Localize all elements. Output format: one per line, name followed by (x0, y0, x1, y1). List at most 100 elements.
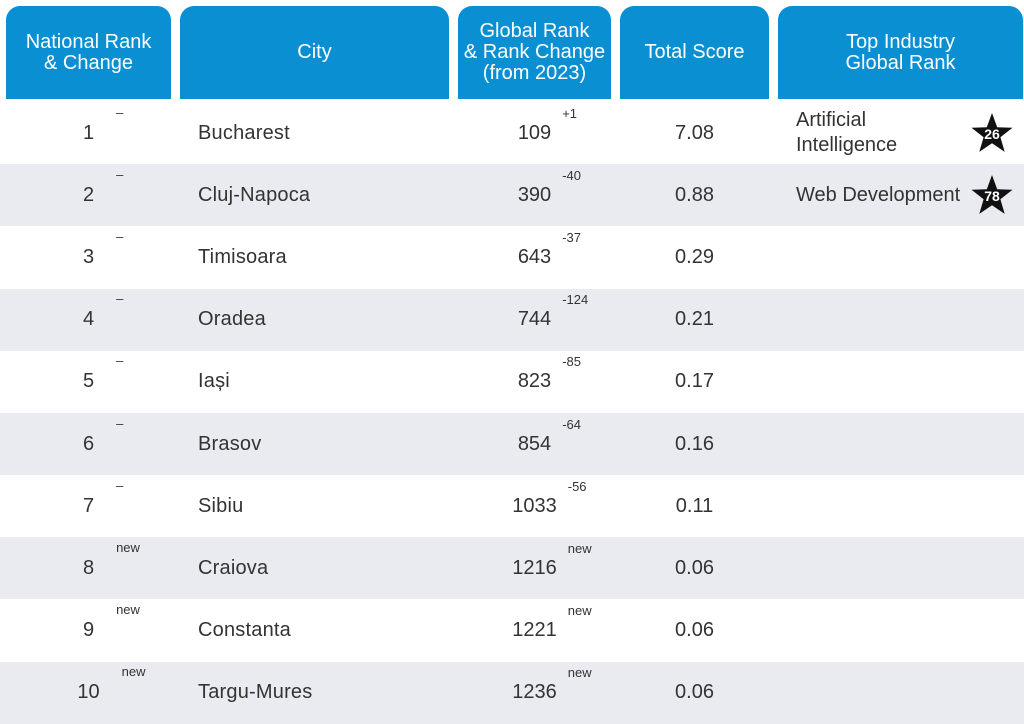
national-rank-cell: 9 new (6, 600, 171, 662)
city-name: Cluj-Napoca (198, 183, 311, 206)
national-rank: 10 new (77, 665, 145, 704)
table-row: 5– Iași 823 -85 0.17 (0, 351, 1024, 413)
national-rank-cell: 1– (6, 102, 171, 164)
national-rank-cell: 8 new (6, 537, 171, 599)
national-rank: 9 new (83, 603, 140, 642)
global-rank-change: new (567, 540, 592, 556)
national-rank-change: – (116, 166, 124, 182)
national-rank-change: new (116, 602, 140, 618)
national-rank-value: 8 (82, 556, 95, 579)
global-rank-value: 823 (517, 370, 552, 393)
total-score: 0.16 (675, 432, 714, 455)
global-rank-change: -56 (567, 478, 587, 494)
total-score: 7.08 (675, 121, 714, 144)
global-rank-value: 109 (517, 121, 552, 144)
table-row: 2– Cluj-Napoca 390 -40 0.88 Web Development 78 (0, 164, 1024, 227)
national-rank-value: 3 (82, 245, 95, 268)
national-rank-change: – (116, 104, 124, 120)
global-rank-change: -85 (562, 354, 581, 370)
global-rank-cell: 109 +1 (458, 102, 611, 164)
star-icon (971, 175, 1013, 215)
global-rank-cell: 1221 new (458, 600, 611, 662)
national-rank: 3– (82, 230, 123, 269)
industry-rank-badge: 78 (970, 174, 1014, 216)
header-label-line: Total Score (644, 41, 745, 63)
global-rank-value: 643 (517, 245, 552, 268)
national-rank: 5– (82, 354, 123, 393)
city-name: Brasov (198, 432, 262, 455)
national-rank-cell: 6– (6, 413, 171, 475)
city-name: Timisoara (198, 245, 287, 268)
total-score: 0.88 (675, 183, 714, 206)
global-rank-change: new (567, 603, 592, 619)
total-score: 0.17 (675, 370, 714, 393)
header-label-line: City (297, 41, 332, 63)
city-name: Bucharest (198, 121, 290, 144)
city-name: Craiova (198, 556, 269, 579)
global-rank: 744 -124 (517, 293, 588, 331)
top-industry-name: Web Development (796, 183, 961, 206)
header-label-line: Top Industry (846, 30, 955, 53)
header-label-line: Global Rank (845, 51, 956, 74)
top-industry-name: Artificial Intelligence (796, 109, 898, 156)
national-rank-value: 5 (82, 370, 95, 393)
global-rank-cell: 1216 new (458, 537, 611, 599)
table-row: 6– Brasov 854 -64 0.16 (0, 413, 1024, 475)
global-rank-change: new (567, 665, 592, 681)
table-row: 3– Timisoara 643 -37 0.29 (0, 226, 1024, 288)
header-total-score: Total Score (620, 6, 769, 99)
global-rank-value: 1236 (512, 681, 557, 704)
global-rank-cell: 854 -64 (458, 413, 611, 475)
national-rank-cell: 2– (6, 164, 171, 226)
city-name: Sibiu (198, 494, 244, 517)
table-row: 4– Oradea 744 -124 0.21 (0, 288, 1024, 351)
global-rank: 854 -64 (517, 418, 581, 456)
national-rank: 1– (82, 106, 123, 145)
header-label-line: (from 2023) (482, 62, 587, 84)
header-label-line: & Change (44, 51, 133, 74)
global-rank: 643 -37 (517, 231, 581, 269)
national-rank-change: – (116, 415, 124, 431)
global-rank-value: 744 (517, 308, 552, 331)
national-rank-change: – (116, 353, 124, 369)
total-score: 0.21 (675, 308, 714, 331)
industry-rank-value: 26 (984, 126, 1000, 142)
table-row: 7– Sibiu 1033 -56 0.11 (0, 475, 1024, 537)
national-rank-value: 1 (82, 121, 95, 144)
global-rank-change: -64 (562, 416, 581, 432)
header-national-rank: National Rank & Change (6, 6, 171, 99)
global-rank: 1236 new (512, 666, 591, 704)
national-rank-change: new (121, 664, 146, 680)
national-rank-change: – (116, 228, 124, 244)
top-industry-cell: Artificial Intelligence 26 (796, 102, 1022, 164)
header-city: City (180, 6, 449, 99)
total-score: 0.11 (675, 494, 714, 517)
national-rank-change: – (116, 291, 124, 307)
global-rank: 109 +1 (517, 107, 577, 145)
global-rank-value: 1216 (512, 556, 557, 579)
industry-rank-badge: 26 (970, 112, 1014, 154)
header-top-industry: Top Industry Global Rank (778, 6, 1023, 99)
national-rank-cell: 10 new (6, 662, 171, 724)
national-rank: 8 new (82, 541, 140, 580)
table-row: 9 new Constanta 1221 new 0.06 (0, 600, 1024, 662)
global-rank-value: 1033 (512, 494, 557, 517)
global-rank: 823 -85 (517, 355, 581, 393)
total-score: 0.06 (675, 681, 714, 704)
national-rank-value: 10 (77, 681, 100, 704)
global-rank-value: 390 (517, 183, 552, 206)
city-name: Iași (198, 370, 230, 393)
table-row: 10 new Targu-Mures 1236 new 0.06 (0, 661, 1024, 724)
industry-rank-value: 78 (984, 188, 1000, 205)
city-name: Oradea (198, 308, 266, 331)
global-rank-value: 1221 (512, 619, 557, 642)
national-rank: 4– (83, 292, 123, 331)
national-rank-change: – (116, 477, 124, 493)
table-row: 1– Bucharest 109 +1 7.08 Artificial Intellige… (0, 102, 1024, 164)
global-rank-cell: 1236 new (458, 662, 611, 724)
global-rank-value: 854 (517, 432, 552, 455)
top-industry-cell: Web Development 78 (796, 164, 1022, 226)
header-label-line: National Rank (25, 30, 152, 53)
global-rank: 390 -40 (517, 169, 581, 207)
global-rank-change: -124 (562, 292, 589, 308)
